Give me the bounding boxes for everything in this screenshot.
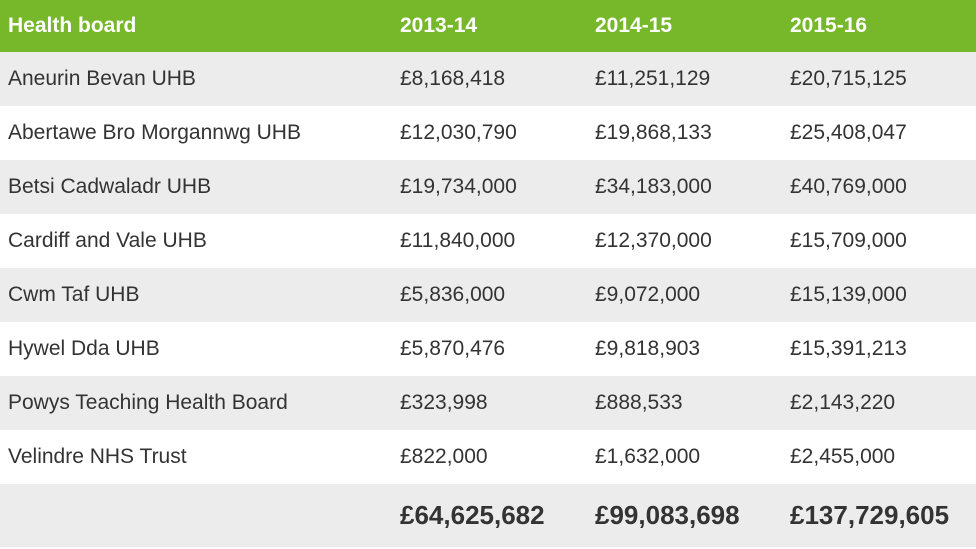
health-board-name: Aneurin Bevan UHB [8,67,196,90]
table-header-row: Health board 2013-14 2014-15 2015-16 [0,0,976,52]
value-2013-14: £11,840,000 [400,229,516,252]
table-row: Abertawe Bro Morgannwg UHB £12,030,790 £… [0,106,976,160]
table-row: Cwm Taf UHB £5,836,000 £9,072,000 £15,13… [0,268,976,322]
header-2015-16: 2015-16 [790,14,868,37]
value-2014-15: £34,183,000 [595,175,712,198]
value-2013-14: £19,734,000 [400,175,517,198]
table-row: Hywel Dda UHB £5,870,476 £9,818,903 £15,… [0,322,976,376]
header-2014-15: 2014-15 [595,14,673,37]
value-2013-14: £8,168,418 [400,67,506,90]
table-row: Betsi Cadwaladr UHB £19,734,000 £34,183,… [0,160,976,214]
total-2013-14: £64,625,682 [400,500,545,530]
value-2015-16: £40,769,000 [790,175,907,198]
value-2015-16: £20,715,125 [790,67,907,90]
table-totals-row: £64,625,682 £99,083,698 £137,729,605 [0,484,976,547]
health-board-name: Betsi Cadwaladr UHB [8,175,212,198]
value-2014-15: £12,370,000 [595,229,712,252]
value-2013-14: £323,998 [400,391,488,414]
health-board-name: Abertawe Bro Morgannwg UHB [8,121,301,144]
value-2013-14: £12,030,790 [400,121,517,144]
value-2014-15: £1,632,000 [595,445,701,468]
value-2013-14: £5,870,476 [400,337,506,360]
table-row: Aneurin Bevan UHB £8,168,418 £11,251,129… [0,52,976,106]
value-2014-15: £9,818,903 [595,337,701,360]
health-board-name: Cwm Taf UHB [8,283,140,306]
value-2015-16: £2,143,220 [790,391,896,414]
value-2014-15: £11,251,129 [595,67,711,90]
value-2015-16: £2,455,000 [790,445,896,468]
health-board-name: Cardiff and Vale UHB [8,229,207,252]
value-2015-16: £15,391,213 [790,337,907,360]
total-2015-16: £137,729,605 [790,500,950,530]
header-health-board: Health board [8,14,137,37]
table-row: Cardiff and Vale UHB £11,840,000 £12,370… [0,214,976,268]
value-2014-15: £888,533 [595,391,683,414]
value-2015-16: £15,709,000 [790,229,907,252]
value-2014-15: £9,072,000 [595,283,701,306]
value-2015-16: £25,408,047 [790,121,907,144]
value-2015-16: £15,139,000 [790,283,907,306]
health-board-name: Velindre NHS Trust [8,445,187,468]
table-row: Powys Teaching Health Board £323,998 £88… [0,376,976,430]
health-board-name: Hywel Dda UHB [8,337,160,360]
header-2013-14: 2013-14 [400,14,478,37]
health-board-name: Powys Teaching Health Board [8,391,288,414]
table-row: Velindre NHS Trust £822,000 £1,632,000 £… [0,430,976,484]
total-2014-15: £99,083,698 [595,500,740,530]
value-2013-14: £5,836,000 [400,283,506,306]
value-2013-14: £822,000 [400,445,488,468]
value-2014-15: £19,868,133 [595,121,712,144]
